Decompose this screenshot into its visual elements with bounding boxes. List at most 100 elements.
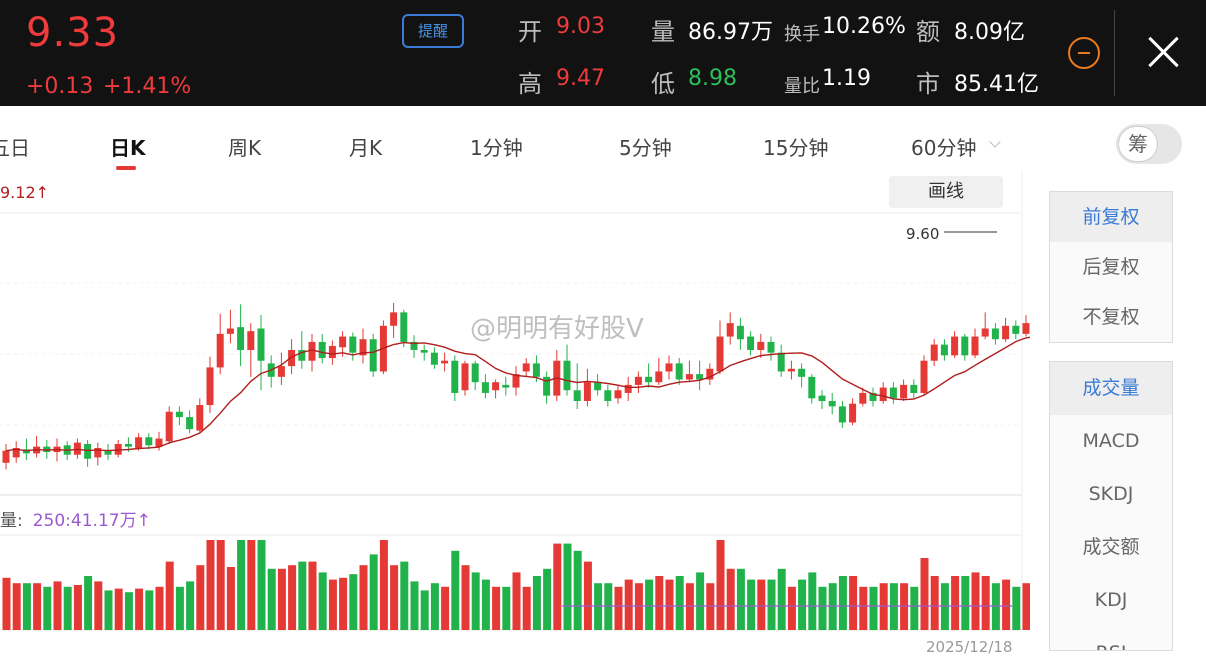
adjust-none[interactable]: 不复权 [1082,306,1140,328]
kline-chart[interactable]: 9.60 [0,0,1030,655]
volume-bar [798,579,807,630]
chip-distribution-toggle[interactable]: 筹 [1116,124,1182,164]
candle-body [420,349,428,353]
volume-bar [94,581,103,630]
adjust-forward[interactable]: 前复权 [1050,192,1172,242]
volume-value: 86.97万 [688,20,773,45]
volume-bar [155,586,164,630]
date-label: 2025/12/18 [926,638,1013,656]
max-marker: 9.60 [906,225,997,243]
volume-bar [135,588,144,630]
max-label: 9.60 [906,225,939,243]
volume-bar [614,586,623,630]
candle-body [634,376,642,385]
indicator-macd[interactable]: MACD [1082,430,1140,452]
candle-body [665,363,673,372]
candle-body [277,366,285,377]
tab-1min[interactable]: 1分钟 [470,136,523,160]
volume-bar [43,586,52,630]
volume-bar [124,592,133,630]
candle-body [645,376,653,383]
amount-value: 8.09亿 [954,20,1025,45]
volume-bar [716,540,725,630]
volume-bar [12,583,21,630]
amount-label: 额 [916,18,940,46]
volume-bar [512,572,521,630]
draw-line-button[interactable]: 画线 [889,176,1003,208]
candle-body [165,411,173,442]
volume-bar [73,585,82,630]
low-label: 低 [651,70,675,98]
candle-body [114,443,122,455]
candle-body [808,376,816,399]
volume-bar [84,576,93,630]
change-pct: +1.41% [103,74,192,99]
volume-bar [257,540,266,630]
indicator-volume[interactable]: 成交量 [1050,362,1172,415]
candle-body [532,363,540,377]
candle-body [155,438,163,447]
candle-body [369,339,377,372]
volume-bar [359,565,368,630]
volume-bar [767,579,776,630]
volume-bar [624,579,633,630]
mktcap-label: 市 [916,70,940,98]
candle-body [318,341,326,359]
candle-body [604,390,612,401]
candle-body [257,328,265,361]
high-value: 9.47 [556,66,605,91]
close-icon[interactable] [1146,34,1180,68]
tab-monthly-k[interactable]: 月K [349,136,383,160]
tab-five-day[interactable]: 五日 [0,136,30,160]
tab-daily-k[interactable]: 日K [110,136,146,160]
candle-body [961,336,969,356]
adjust-backward[interactable]: 后复权 [1082,256,1140,278]
indicator-skdj[interactable]: SKDJ [1088,483,1134,505]
volume-bar [543,568,552,630]
change-abs: +0.13 [26,74,94,99]
candle-body [359,339,367,356]
volume-bar [441,586,450,630]
volume-legend: 量: 250:41.17万↑ [0,506,151,531]
volume-bar [736,568,745,630]
volume-bar [420,590,429,630]
tab-15min[interactable]: 15分钟 [763,136,829,160]
candle-body [1002,325,1010,340]
volume-bar [522,586,531,630]
candle-body [900,384,908,399]
volume-label: 量 [651,18,675,46]
candle-body [736,325,744,340]
quote-header: 9.33 +0.13 +1.41% 提醒 开 9.03 高 9.47 量 86.… [0,0,1206,106]
candle-body [471,363,479,383]
price-grid [0,172,1023,631]
tab-weekly-k[interactable]: 周K [228,136,262,160]
volume-bar [563,543,572,630]
alert-button[interactable]: 提醒 [402,14,464,48]
volume-bar [971,572,980,630]
volume-bar [665,579,674,630]
indicator-amount[interactable]: 成交额 [1082,536,1140,558]
volume-bar [22,583,31,630]
active-tab-indicator [116,166,136,170]
candle-body [920,360,928,393]
candle-body [879,387,887,401]
candle-body [328,345,336,359]
turnover-value: 10.26% [822,14,906,39]
tab-5min[interactable]: 5分钟 [619,136,672,160]
minimize-icon[interactable] [1068,37,1100,69]
volume-bar [186,581,195,630]
volume-bar [390,565,399,630]
indicator-kdj[interactable]: KDJ [1094,589,1128,611]
tab-60min[interactable]: 60分钟 [911,136,977,160]
volume-bar [818,586,827,630]
candle-body [400,312,408,342]
candle-body [757,341,765,350]
header-divider [1114,10,1115,96]
indicator-rsi[interactable]: RSI [1050,627,1172,650]
candle-body [502,384,510,388]
volume-bar [461,565,470,630]
mktcap-value: 85.41亿 [954,72,1039,97]
volume-bar [859,586,868,630]
volume-bar [747,579,756,630]
volume-bars [2,540,1030,630]
